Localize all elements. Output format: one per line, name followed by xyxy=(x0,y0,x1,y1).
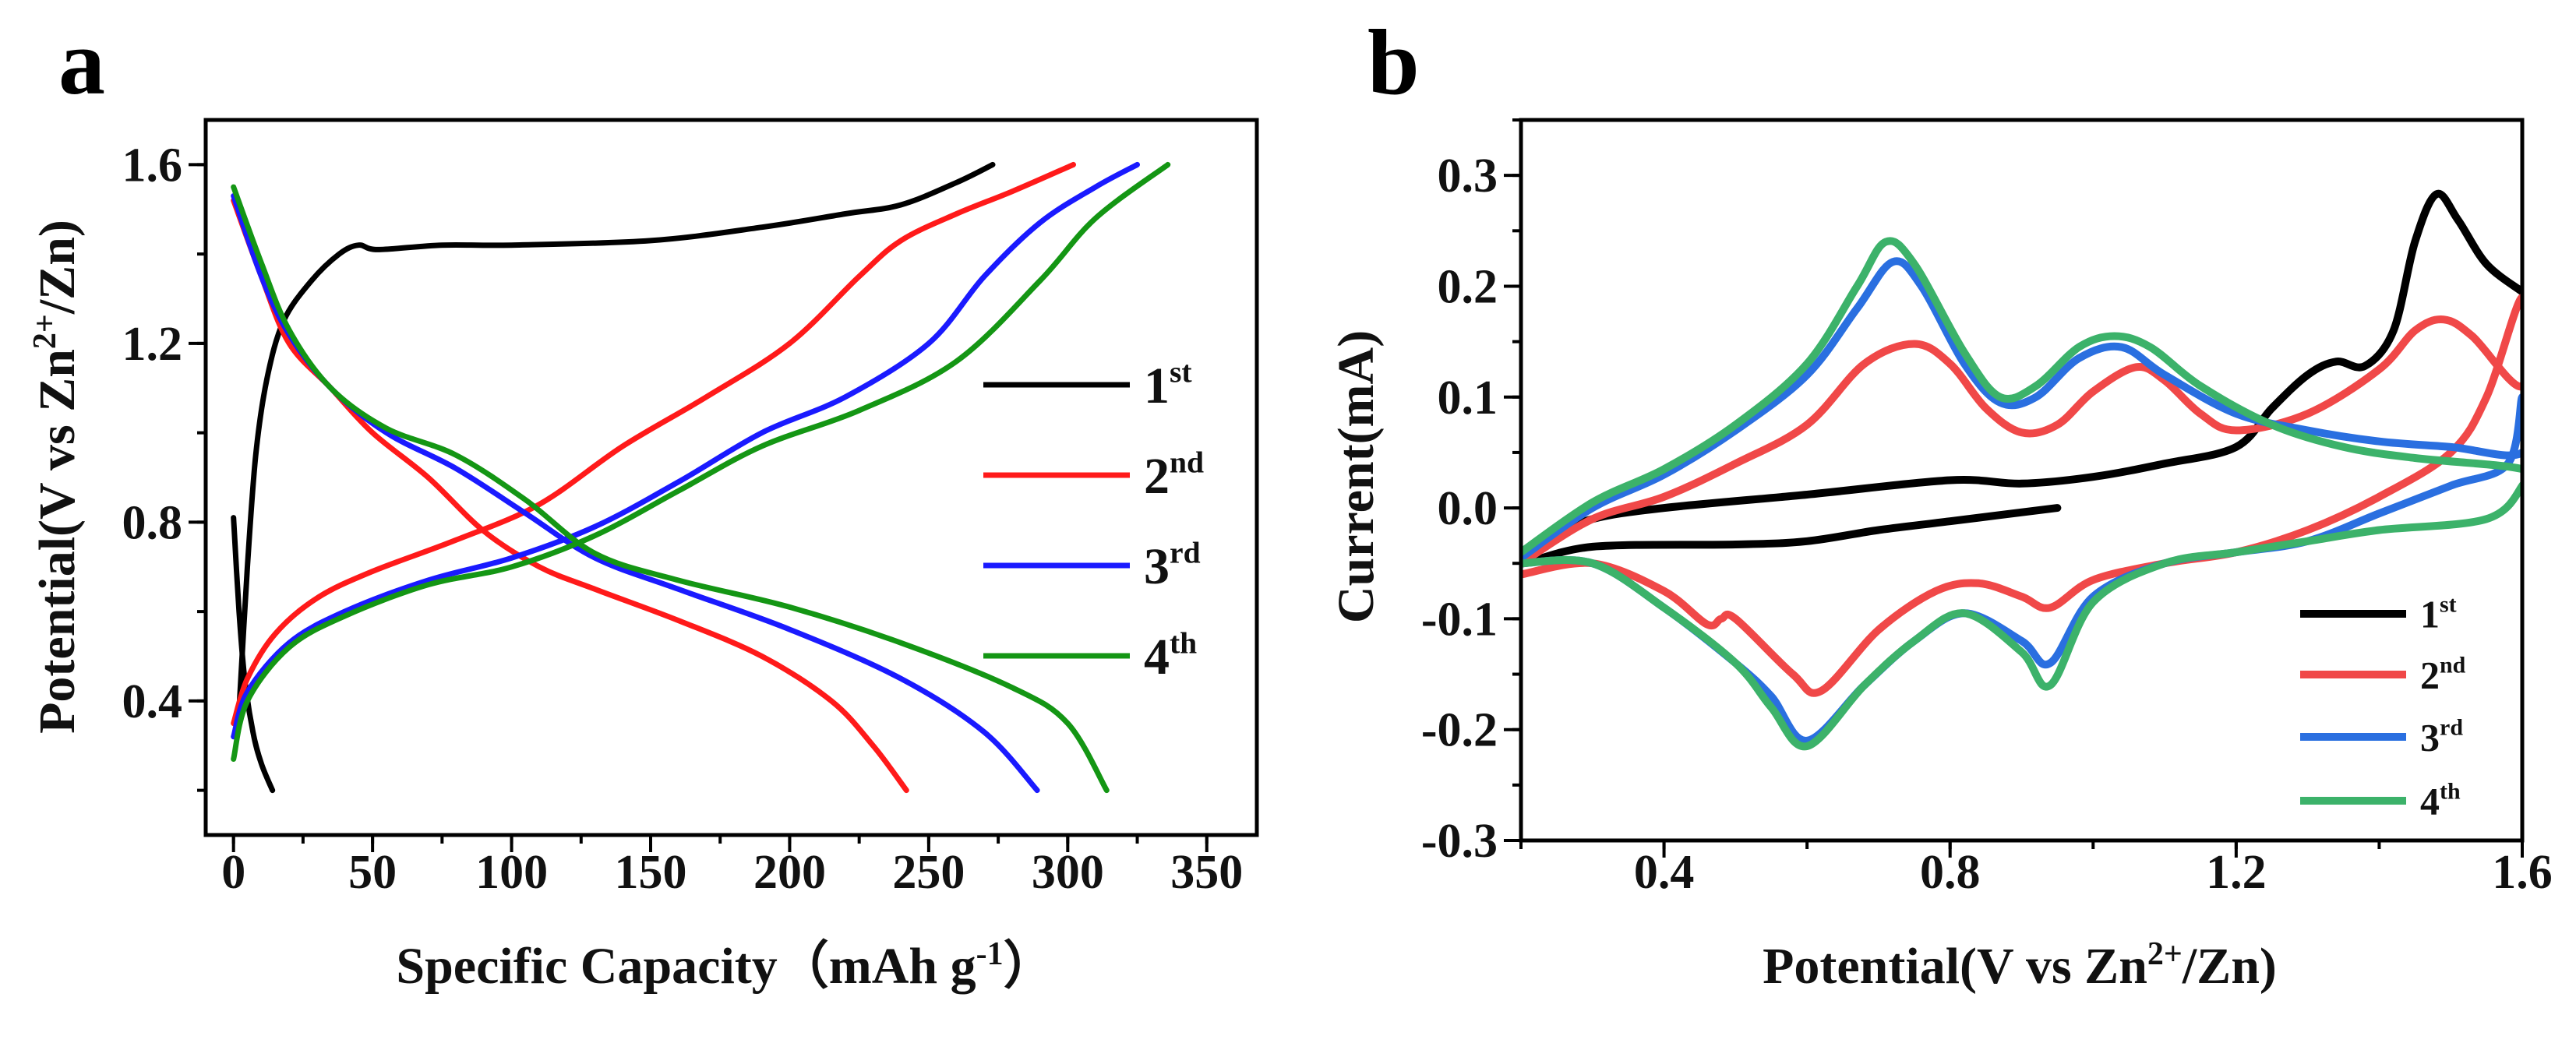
x-tick-label: 150 xyxy=(615,846,687,899)
y-tick-label: 0.2 xyxy=(1438,260,1498,313)
series-group xyxy=(231,161,1171,794)
y-tick-label: -0.2 xyxy=(1421,704,1498,757)
y-tick-label: 1.6 xyxy=(122,139,183,192)
plot-frame xyxy=(203,118,1259,837)
legend-label: 4th xyxy=(1144,626,1197,685)
series-group xyxy=(1521,189,2522,751)
panel-label-a: a xyxy=(58,10,105,114)
y-tick-label: 0.4 xyxy=(122,675,183,728)
x-tick-label: 1.2 xyxy=(2206,846,2267,899)
series-line-2nd xyxy=(231,161,1076,727)
legend-label: 4th xyxy=(2420,779,2461,823)
plot-frame xyxy=(1519,118,2525,843)
plot-a-charge-discharge: 0 50 100 150 200 250 300 350 0.4 0.8 1.2 1.6 1st 2nd 3… xyxy=(122,118,1259,899)
series-line-4th xyxy=(231,184,1110,794)
series-line-2nd xyxy=(231,197,909,794)
legend: 1st 2nd 3rd 4th xyxy=(2300,592,2466,823)
series-line-1st xyxy=(236,161,996,713)
x-tick-label: 300 xyxy=(1032,846,1104,899)
x-tick-label: 250 xyxy=(892,846,965,899)
plot-b-cyclic-voltammetry: 0.4 0.8 1.2 1.6 -0.3 -0.2 -0.1 0.0 0.1 0.2 0.3 1st 2… xyxy=(1421,118,2553,899)
x-tick-label: 0 xyxy=(221,846,245,899)
legend-label: 2nd xyxy=(2420,653,2466,697)
series-line-1st xyxy=(1521,189,2522,568)
series-line-4th xyxy=(231,161,1171,762)
x-tick-label: 100 xyxy=(475,846,548,899)
legend-label: 1st xyxy=(2420,592,2457,636)
y-tick-label: 0.1 xyxy=(1438,372,1498,425)
y-axis-label-a: Potential(V vs Zn2+/Zn) xyxy=(27,220,86,734)
y-tick-label: -0.3 xyxy=(1421,815,1498,868)
y-tick-label: -0.1 xyxy=(1421,593,1498,646)
x-tick-label: 0.8 xyxy=(1920,846,1981,899)
y-tick-label: 0.3 xyxy=(1438,150,1498,203)
series-line-3rd xyxy=(231,161,1140,740)
x-tick-label: 0.4 xyxy=(1634,846,1695,899)
legend: 1st 2nd 3rd 4th xyxy=(983,355,1204,685)
y-tick-label: 1.2 xyxy=(122,318,183,371)
y-axis-label-b: Current(mA) xyxy=(1328,330,1385,623)
x-tick-label: 200 xyxy=(753,846,826,899)
x-tick-label: 1.6 xyxy=(2492,846,2553,899)
series-line-1st xyxy=(231,515,276,794)
x-tick-label: 350 xyxy=(1170,846,1243,899)
legend-label: 3rd xyxy=(1144,536,1201,595)
series-line-3rd xyxy=(231,193,1040,794)
y-tick-label: 0.8 xyxy=(122,496,183,549)
x-axis-label-b: Potential(V vs Zn2+/Zn) xyxy=(1763,936,2277,995)
x-axis-label-a: Specific Capacity（mAh g-1） xyxy=(396,936,1054,995)
legend-label: 1st xyxy=(1144,355,1192,414)
x-tick-label: 50 xyxy=(348,846,397,899)
legend-label: 2nd xyxy=(1144,446,1204,505)
legend-label: 3rd xyxy=(2420,715,2463,759)
series-line-2nd xyxy=(1521,293,2522,697)
y-tick-label: 0.0 xyxy=(1438,482,1498,535)
series-line-4th xyxy=(1521,237,2522,751)
panel-label-b: b xyxy=(1367,10,1420,114)
